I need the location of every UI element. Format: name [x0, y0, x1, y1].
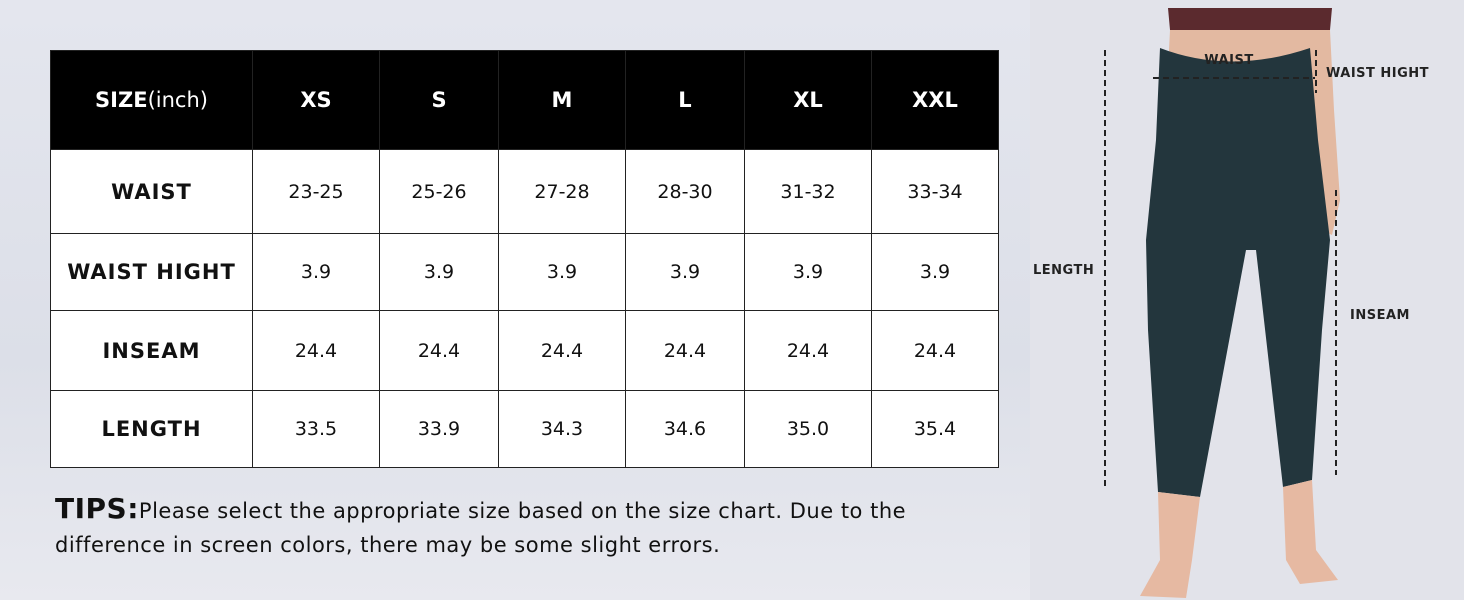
tips: TIPS:Please select the appropriate size … [55, 492, 1005, 562]
cell: 33.5 [252, 390, 380, 468]
cell: 24.4 [744, 310, 872, 391]
size-label: SIZE [95, 88, 148, 112]
cell: 34.6 [625, 390, 745, 468]
size-header: L [625, 50, 745, 150]
inseam-label: INSEAM [1350, 308, 1410, 323]
size-header: XXL [871, 50, 999, 150]
cell: 3.9 [379, 233, 499, 311]
header-row: SIZE(inch) XS S M L XL XXL [50, 50, 999, 150]
table-row: INSEAM 24.4 24.4 24.4 24.4 24.4 24.4 [50, 310, 999, 391]
cell: 28-30 [625, 149, 745, 234]
leggings [1146, 48, 1330, 497]
cell: 3.9 [744, 233, 872, 311]
figure: WAIST WAIST HIGHT LENGTH INSEAM [1030, 0, 1464, 600]
row-label: WAIST HIGHT [50, 233, 253, 311]
size-header: XL [744, 50, 872, 150]
row-label: WAIST [50, 149, 253, 234]
table-row: WAIST HIGHT 3.9 3.9 3.9 3.9 3.9 3.9 [50, 233, 999, 311]
size-table: SIZE(inch) XS S M L XL XXL WAIST 23-25 25-26 27-… [50, 50, 999, 468]
tips-text: Please select the appropriate size based… [55, 499, 907, 557]
cell: 35.4 [871, 390, 999, 468]
cell: 35.0 [744, 390, 872, 468]
cell: 24.4 [498, 310, 626, 391]
cell: 23-25 [252, 149, 380, 234]
cell: 3.9 [252, 233, 380, 311]
cell: 3.9 [871, 233, 999, 311]
cell: 34.3 [498, 390, 626, 468]
cell: 33.9 [379, 390, 499, 468]
right-foot [1283, 480, 1338, 584]
cell: 3.9 [498, 233, 626, 311]
size-header: XS [252, 50, 380, 150]
cell: 27-28 [498, 149, 626, 234]
cell: 24.4 [252, 310, 380, 391]
cell: 24.4 [871, 310, 999, 391]
length-label: LENGTH [1033, 263, 1094, 278]
table-row: WAIST 23-25 25-26 27-28 28-30 31-32 33-34 [50, 149, 999, 234]
header-cell: SIZE(inch) [50, 50, 253, 150]
cell: 31-32 [744, 149, 872, 234]
cell: 3.9 [625, 233, 745, 311]
row-label: INSEAM [50, 310, 253, 391]
cell: 33-34 [871, 149, 999, 234]
size-header: M [498, 50, 626, 150]
cell: 24.4 [379, 310, 499, 391]
unit-label: (inch) [147, 88, 208, 112]
cell: 24.4 [625, 310, 745, 391]
waist-hight-label: WAIST HIGHT [1326, 66, 1429, 81]
left-foot [1140, 492, 1200, 598]
top [1168, 8, 1332, 30]
waist-label: WAIST [1204, 53, 1253, 68]
size-header: S [379, 50, 499, 150]
row-label: LENGTH [50, 390, 253, 468]
cell: 25-26 [379, 149, 499, 234]
tips-label: TIPS: [55, 492, 139, 525]
table-row: LENGTH 33.5 33.9 34.3 34.6 35.0 35.4 [50, 390, 999, 468]
